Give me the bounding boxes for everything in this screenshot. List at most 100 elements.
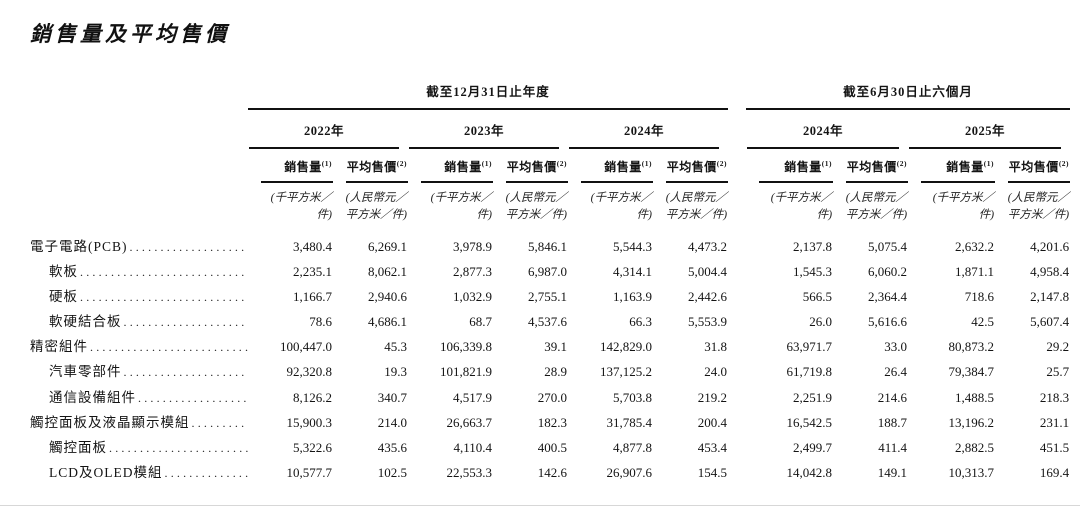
- avg-price-value: 340.7: [377, 389, 407, 405]
- dot-leader: [130, 240, 248, 255]
- row-label: 觸控面板及液晶顯示模組: [30, 408, 248, 433]
- column-group-annual: 截至12月31日止年度: [248, 81, 729, 110]
- sales-volume-asp-table: 截至12月31日止年度 截至6月30日止六個月 2022年 2023年 2024年 202…: [30, 81, 1071, 484]
- sales-volume-value: 101,821.9: [440, 364, 492, 380]
- year-header: 2022年: [248, 110, 408, 149]
- table-row: 通信設備組件 8,126.2 340.7 4,517.9 270.0 5,703.8 219…: [30, 383, 1070, 408]
- sales-volume-value: 1,545.3: [793, 263, 833, 279]
- group-gap: [728, 282, 746, 307]
- sales-volume-header: 銷售量(1): [568, 149, 653, 183]
- sales-volume-value: 1,163.9: [613, 288, 652, 304]
- sales-unit-label: (千平方米／ 件): [270, 192, 332, 222]
- avg-price-value: 5,616.6: [868, 314, 908, 330]
- sales-volume-value: 80,873.2: [948, 339, 995, 355]
- sales-volume-value: 4,314.1: [613, 263, 652, 279]
- table-body: 電子電路(PCB) 3,480.4 6,269.1 3,978.9 5,846.1 5,5…: [30, 225, 1070, 484]
- avg-price-value: 8,062.1: [368, 263, 407, 279]
- sales-volume-value: 16,542.5: [786, 414, 833, 430]
- group-gap: [728, 225, 746, 258]
- table-row: 汽車零部件 92,320.8 19.3 101,821.9 28.9 137,125.2 2…: [30, 358, 1070, 383]
- avg-price-value: 5,607.4: [1030, 314, 1070, 330]
- table-row: 軟硬結合板 78.6 4,686.1 68.7 4,537.6 66.3 5,553.9 26…: [30, 307, 1070, 332]
- avg-price-value: 19.3: [384, 364, 407, 380]
- measure-header-row: 銷售量(1) 平均售價(2) 銷售量(1) 平均售價(2) 銷售量(1) 平均售價(2) 銷…: [30, 149, 1071, 183]
- sales-volume-value: 2,235.1: [293, 263, 332, 279]
- sales-volume-value: 79,384.7: [948, 364, 995, 380]
- sales-volume-value: 61,719.8: [786, 364, 833, 380]
- group-gap: [728, 307, 746, 332]
- table-row: 電子電路(PCB) 3,480.4 6,269.1 3,978.9 5,846.1 5,5…: [30, 225, 1070, 258]
- avg-price-value: 214.6: [877, 389, 908, 405]
- asp-unit-label: (人民幣元／ 平方米／件): [845, 192, 908, 222]
- sales-volume-value: 42.5: [971, 314, 995, 330]
- avg-price-value: 4,201.6: [1030, 238, 1070, 254]
- sales-volume-value: 78.6: [309, 314, 332, 330]
- year-header: 2023年: [408, 110, 568, 149]
- table-row: 軟板 2,235.1 8,062.1 2,877.3 6,987.0 4,314.1 5,0…: [30, 257, 1070, 282]
- table-row: 精密組件 100,447.0 45.3 106,339.8 39.1 142,829.0 3…: [30, 333, 1070, 358]
- table-row: LCD及OLED模組 10,577.7 102.5 22,553.3 142.6 26,9…: [30, 459, 1070, 484]
- avg-price-value: 5,075.4: [868, 238, 908, 254]
- sales-volume-value: 1,871.1: [955, 263, 995, 279]
- row-label: 觸控面板: [30, 433, 248, 458]
- group-gap: [728, 81, 746, 110]
- dot-leader: [165, 466, 249, 481]
- sales-volume-value: 2,877.3: [453, 263, 492, 279]
- row-label: 汽車零部件: [30, 358, 248, 383]
- sales-volume-value: 5,322.6: [293, 440, 332, 455]
- row-label: 精密組件: [30, 333, 248, 358]
- column-group-interim: 截至6月30日止六個月: [746, 81, 1071, 110]
- group-gap: [728, 383, 746, 408]
- sales-volume-value: 106,339.8: [440, 339, 492, 355]
- avg-price-value: 149.1: [877, 465, 908, 481]
- sales-volume-value: 22,553.3: [446, 465, 493, 481]
- avg-price-value: 2,940.6: [368, 288, 407, 304]
- row-label: 電子電路(PCB): [30, 225, 248, 258]
- group-gap: [728, 110, 746, 149]
- avg-price-header: 平均售價(2): [333, 149, 408, 183]
- sales-unit-label: (千平方米／ 件): [430, 192, 492, 222]
- sales-volume-value: 3,480.4: [293, 238, 332, 254]
- avg-price-value: 33.0: [884, 339, 908, 355]
- avg-price-value: 182.3: [537, 414, 567, 430]
- units-row: (千平方米／ 件) (人民幣元／ 平方米／件) (千平方米／ 件) (人民幣元／ 平方米／件)…: [30, 183, 1070, 225]
- avg-price-header: 平均售價(2): [833, 149, 909, 183]
- sales-volume-value: 100,447.0: [280, 339, 332, 355]
- avg-price-value: 31.8: [704, 339, 728, 355]
- avg-price-value: 5,846.1: [528, 238, 567, 254]
- dot-leader: [80, 265, 248, 280]
- avg-price-value: 214.0: [377, 414, 407, 430]
- table-row: 觸控面板 5,322.6 435.6 4,110.4 400.5 4,877.8 453.4…: [30, 433, 1070, 458]
- dot-leader: [90, 340, 248, 355]
- year-header: 2024年: [746, 110, 908, 149]
- sales-volume-value: 2,882.5: [955, 440, 995, 455]
- dot-leader: [124, 315, 249, 330]
- row-label: 軟板: [30, 257, 248, 282]
- group-gap: [728, 257, 746, 282]
- sales-volume-value: 1,032.9: [453, 288, 492, 304]
- table-row: 觸控面板及液晶顯示模組 15,900.3 214.0 26,663.7 182.3 31,…: [30, 408, 1070, 433]
- page-title: 銷售量及平均售價: [30, 22, 230, 46]
- avg-price-header: 平均售價(2): [493, 149, 568, 183]
- avg-price-value: 451.5: [1039, 440, 1070, 455]
- avg-price-value: 45.3: [384, 339, 407, 355]
- sales-volume-value: 8,126.2: [293, 389, 332, 405]
- group-gap: [728, 333, 746, 358]
- avg-price-value: 2,364.4: [868, 288, 908, 304]
- avg-price-value: 2,442.6: [688, 288, 728, 304]
- avg-price-value: 4,686.1: [368, 314, 407, 330]
- sales-volume-value: 26,907.6: [606, 465, 653, 481]
- row-label: 硬板: [30, 282, 248, 307]
- avg-price-value: 400.5: [537, 440, 567, 455]
- row-label: LCD及OLED模組: [30, 459, 248, 484]
- sales-unit-label: (千平方米／ 件): [932, 192, 995, 222]
- avg-price-value: 231.1: [1039, 414, 1070, 430]
- row-label: 軟硬結合板: [30, 307, 248, 332]
- group-header-row: 截至12月31日止年度 截至6月30日止六個月: [30, 81, 1071, 110]
- avg-price-value: 6,060.2: [868, 263, 908, 279]
- sales-volume-value: 4,110.4: [453, 440, 492, 455]
- sales-volume-value: 2,632.2: [955, 238, 995, 254]
- year-header: 2025年: [908, 110, 1070, 149]
- avg-price-value: 4,958.4: [1030, 263, 1070, 279]
- avg-price-value: 200.4: [697, 414, 728, 430]
